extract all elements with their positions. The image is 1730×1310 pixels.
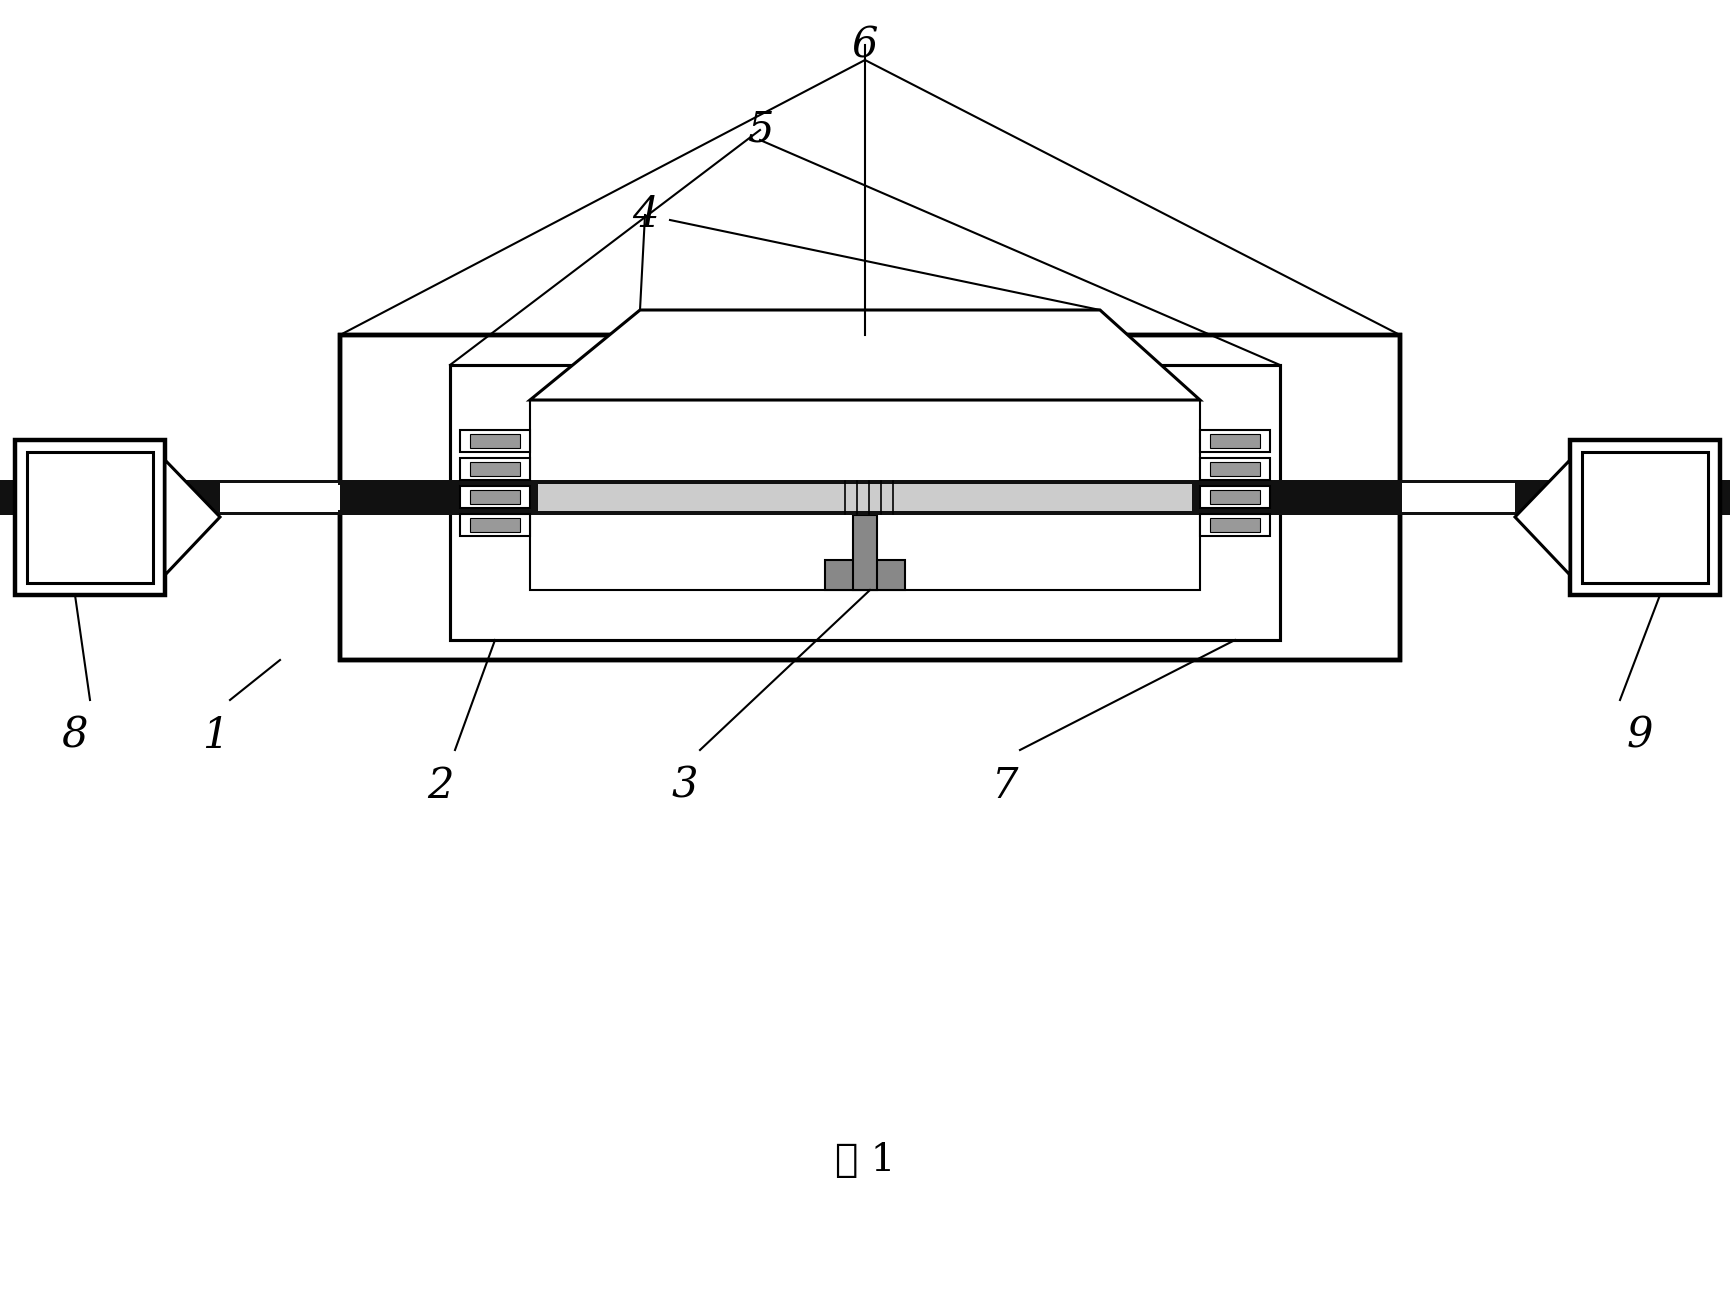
Bar bbox=[853, 515, 877, 590]
Bar bbox=[1400, 479, 1514, 515]
Text: 1: 1 bbox=[202, 715, 228, 757]
Bar bbox=[220, 485, 339, 510]
Bar bbox=[1209, 462, 1259, 476]
Bar bbox=[1209, 434, 1259, 448]
Polygon shape bbox=[164, 460, 220, 575]
Bar bbox=[450, 365, 1278, 641]
Bar bbox=[450, 365, 1278, 641]
Bar bbox=[535, 483, 1194, 512]
Bar bbox=[529, 400, 1199, 590]
Bar bbox=[1569, 440, 1720, 595]
Bar bbox=[471, 462, 519, 476]
Bar bbox=[1401, 483, 1514, 512]
Text: 5: 5 bbox=[746, 109, 773, 151]
Bar bbox=[1199, 430, 1270, 452]
Bar bbox=[825, 559, 905, 590]
Bar bbox=[471, 434, 519, 448]
Bar bbox=[1199, 458, 1270, 479]
Bar bbox=[0, 479, 1730, 515]
Polygon shape bbox=[529, 310, 1199, 400]
Bar bbox=[28, 452, 152, 583]
Bar bbox=[1209, 517, 1259, 532]
Bar bbox=[220, 479, 339, 515]
Bar bbox=[1199, 486, 1270, 508]
Text: 3: 3 bbox=[671, 765, 697, 807]
Bar bbox=[538, 483, 1192, 511]
Bar bbox=[220, 483, 337, 512]
Bar bbox=[460, 458, 529, 479]
Bar bbox=[16, 440, 164, 595]
Text: 2: 2 bbox=[427, 765, 453, 807]
Text: 图 1: 图 1 bbox=[834, 1141, 894, 1179]
Bar bbox=[450, 479, 1278, 515]
Text: 9: 9 bbox=[1626, 715, 1652, 757]
Bar bbox=[339, 335, 1400, 660]
Text: 4: 4 bbox=[631, 194, 657, 236]
Text: 8: 8 bbox=[62, 715, 88, 757]
Bar bbox=[339, 335, 1400, 660]
Bar bbox=[460, 430, 529, 452]
Polygon shape bbox=[1514, 460, 1569, 575]
Bar bbox=[471, 490, 519, 504]
Text: 7: 7 bbox=[991, 765, 1017, 807]
Bar bbox=[471, 517, 519, 532]
Text: 6: 6 bbox=[851, 24, 877, 66]
Bar bbox=[1199, 514, 1270, 536]
Bar bbox=[1209, 490, 1259, 504]
Bar bbox=[460, 514, 529, 536]
Bar bbox=[1581, 452, 1708, 583]
Bar bbox=[460, 486, 529, 508]
